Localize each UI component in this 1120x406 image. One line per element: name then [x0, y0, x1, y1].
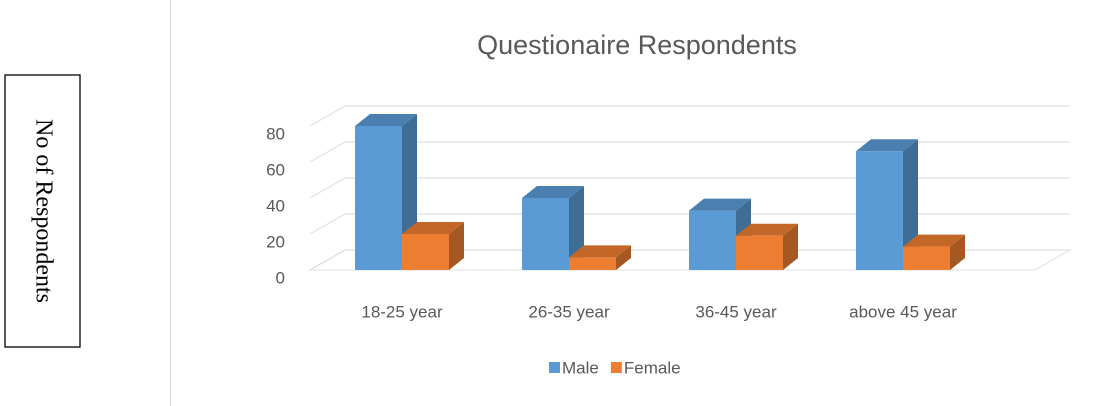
y-axis-label: No of Respondents — [30, 119, 56, 303]
grid-line — [309, 105, 1070, 127]
bar — [903, 246, 950, 270]
grid-line — [309, 213, 1070, 235]
y-tick-label: 40 — [266, 196, 285, 215]
ylabel-box — [4, 74, 81, 348]
chart-title: Questionaire Respondents — [477, 30, 797, 60]
grid-line — [309, 141, 1070, 163]
bar-side — [616, 245, 631, 270]
y-tick-label: 80 — [266, 124, 285, 143]
legend-swatch — [610, 362, 622, 373]
bar — [522, 198, 569, 270]
bar-top — [736, 223, 798, 236]
x-tick-label: 26-35 year — [528, 302, 610, 321]
y-tick-label: 60 — [266, 160, 285, 179]
bar-top — [402, 222, 464, 234]
y-tick-label: 0 — [276, 268, 285, 287]
bar-top — [569, 245, 631, 258]
legend-label: Female — [624, 358, 681, 377]
x-tick-label: 36-45 year — [695, 302, 777, 321]
bar-side — [783, 223, 798, 270]
bar-top — [856, 139, 918, 152]
bar-top — [903, 234, 965, 247]
bar — [856, 151, 903, 270]
x-tick-label: above 45 year — [849, 302, 957, 321]
bar-side — [449, 222, 464, 270]
bar-side — [903, 139, 918, 270]
bar — [569, 257, 616, 270]
x-tick-label: 18-25 year — [361, 302, 443, 321]
y-tick-label: 20 — [266, 232, 285, 251]
bar — [402, 234, 449, 270]
bar-top — [522, 186, 584, 198]
bar — [355, 126, 402, 270]
grid-line — [309, 177, 1070, 199]
legend-swatch — [549, 362, 560, 373]
bar-top — [355, 114, 417, 126]
bar-side — [950, 234, 965, 270]
grid-line — [309, 249, 1070, 271]
legend-label: Male — [562, 358, 599, 377]
bar — [736, 235, 783, 270]
bar — [689, 210, 736, 270]
bar-top — [689, 198, 751, 211]
